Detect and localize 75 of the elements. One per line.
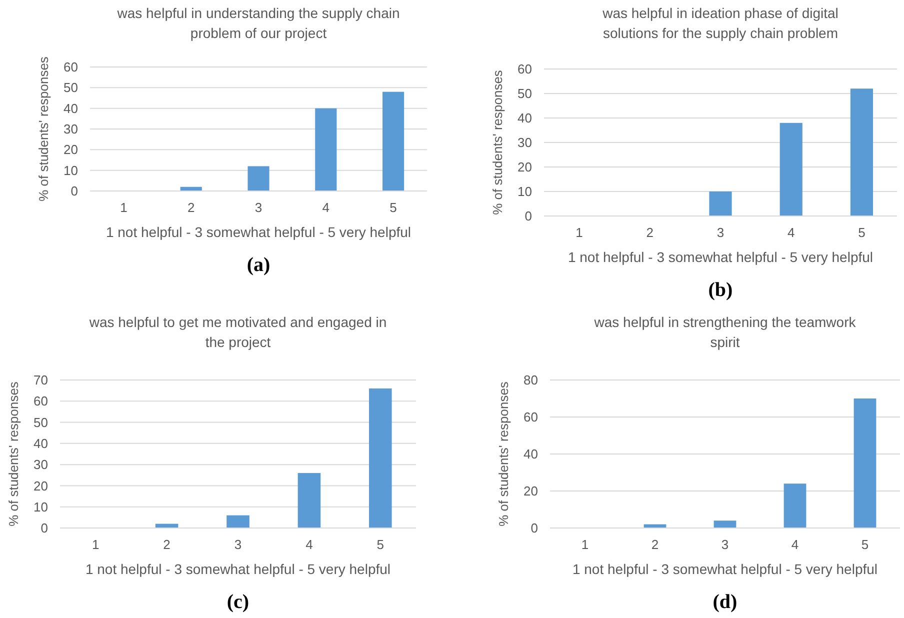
y-axis-title: % of students' responses [36,56,51,202]
bar [382,92,404,191]
x-tick-label: 1 [581,537,589,552]
bar [780,122,802,216]
x-tick-label: 4 [306,537,313,552]
x-tick-label: 5 [376,537,384,552]
y-tick-label: 0 [530,520,538,536]
y-tick-label: 20 [64,142,78,158]
bar [298,473,321,528]
x-tick-label: 3 [254,200,262,215]
y-axis-title: % of students' responses [496,381,511,526]
text: (a) [246,254,270,276]
bar [315,108,337,191]
y-tick-label: 30 [34,457,48,472]
y-tick-label: 0 [70,184,78,199]
x-tick-label: 5 [861,537,869,552]
bar [369,388,392,528]
y-tick-label: 40 [518,110,532,126]
bar [854,398,876,528]
x-tick-label: 2 [651,537,659,552]
x-tick-label: 4 [787,225,795,240]
chart-title: was helpful in strengthening the teamwork spirit [593,314,857,350]
x-tick-label: 2 [187,200,195,215]
y-tick-label: 60 [64,60,78,75]
x-tick-label: 4 [322,200,330,215]
chart-title: was helpful in ideation phase of digital solutions for the supply chain problem [602,5,838,41]
x-tick-label: 4 [791,537,799,552]
y-tick-label: 50 [64,80,78,96]
y-tick-label: 50 [34,414,48,430]
y-axis-title: % of students' responses [490,70,505,215]
y-tick-label: 10 [518,184,532,200]
bar [784,484,806,528]
x-tick-label: 3 [716,225,724,240]
x-tick-label: 3 [721,537,729,552]
y-tick-label: 40 [64,100,78,116]
bar [709,192,732,216]
x-axis-title: 1 not helpful - 3 somewhat helpful - 5 very helpful [85,561,391,577]
y-tick-label: 80 [524,372,538,388]
x-axis-title: 1 not helpful - 3 somewhat helpful - 5 very helpful [106,224,412,240]
text: (b) [708,279,733,301]
y-tick-label: 30 [518,135,532,150]
y-tick-label: 60 [34,394,48,409]
y-tick-label: 20 [524,484,538,499]
y-tick-label: 0 [524,208,532,224]
x-axis-title: 1 not helpful - 3 somewhat helpful - 5 very helpful [568,249,874,265]
y-tick-label: 10 [34,499,48,514]
text: (c) [226,591,250,613]
y-tick-label: 40 [34,436,48,451]
chart-title: was helpful in understanding the supply chain problem of our project [116,5,400,41]
bar [248,166,270,191]
y-tick-label: 70 [34,372,48,388]
x-tick-label: 3 [234,537,242,552]
x-tick-label: 2 [163,537,170,552]
y-tick-label: 60 [518,62,532,77]
y-tick-label: 30 [64,122,78,137]
x-tick-label: 2 [646,225,654,240]
y-tick-label: 20 [518,160,532,175]
x-axis-title: 1 not helpful - 3 somewhat helpful - 5 very helpful [572,561,878,577]
bar [226,515,250,528]
chart-title: was helpful to get me motivated and engaged in the project [88,314,387,350]
bar [850,88,873,216]
y-tick-label: 10 [64,162,78,178]
x-tick-label: 1 [120,200,128,215]
y-tick-label: 0 [40,520,48,536]
x-tick-label: 5 [858,225,866,240]
y-axis-title: % of students' responses [6,381,21,526]
text: (d) [712,591,738,613]
y-tick-label: 50 [518,86,532,102]
x-tick-label: 1 [92,537,100,552]
bar [714,520,736,528]
x-tick-label: 1 [576,225,583,240]
y-tick-label: 60 [524,410,538,425]
x-tick-label: 5 [390,200,397,215]
y-tick-label: 20 [34,478,48,494]
y-tick-label: 40 [524,446,538,462]
